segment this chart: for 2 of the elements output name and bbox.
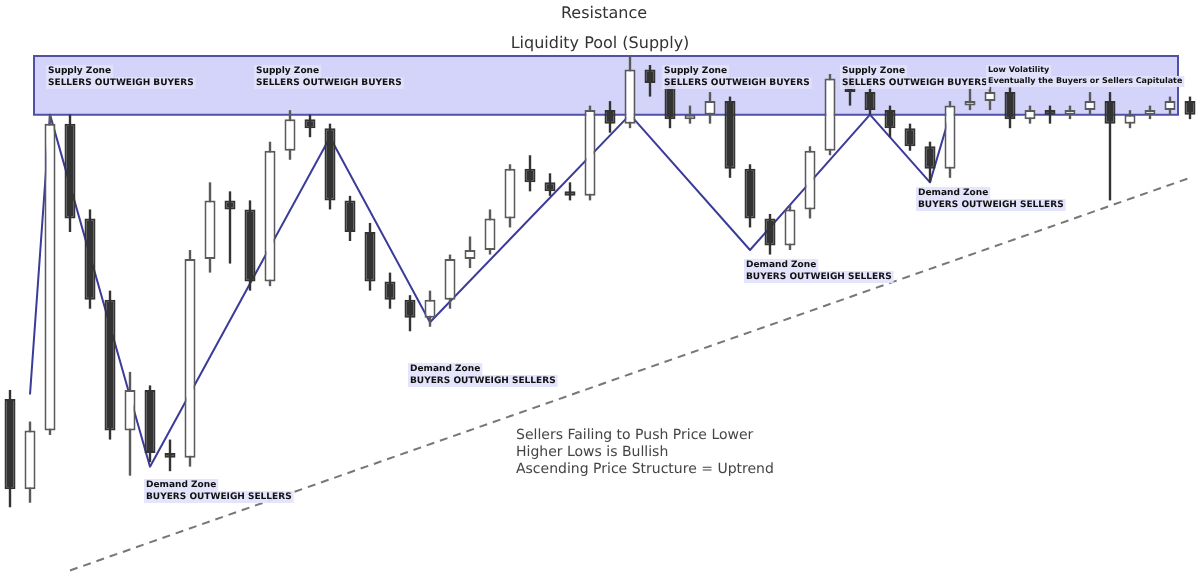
band-label: Liquidity Pool (Supply): [510, 34, 690, 53]
chart-title: Resistance: [560, 4, 648, 23]
